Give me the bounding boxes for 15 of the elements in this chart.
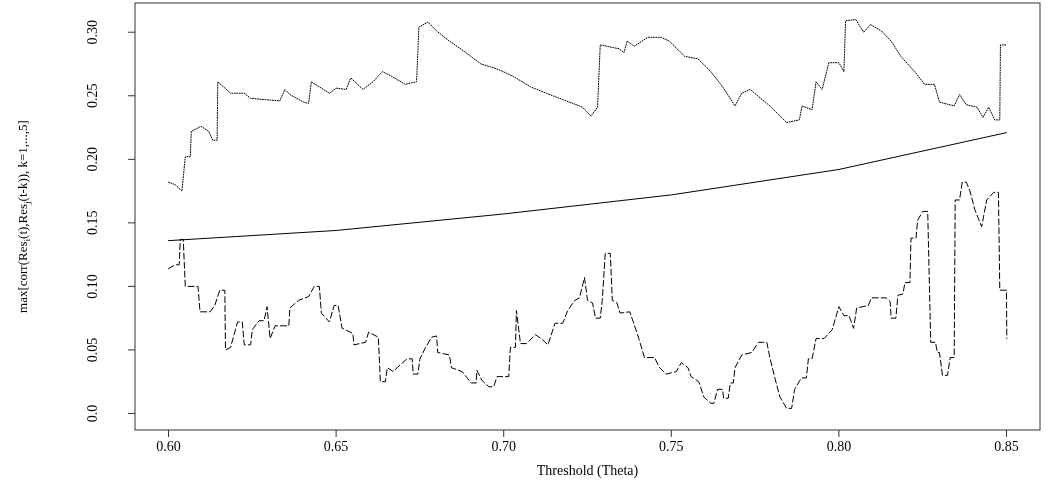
y-tick-label: 0.15 [84,210,100,236]
x-tick-label: 0.60 [156,439,181,454]
line-series [168,19,1007,192]
y-tick-label: 0.0 [84,404,100,423]
x-tick-label: 0.65 [323,439,349,454]
y-tick-label: 0.20 [84,147,100,172]
y-tick-label: 0.25 [84,83,100,109]
y-tick-label: 0.10 [84,274,100,299]
x-tick-label: 0.80 [826,439,852,454]
y-tick-label: 0.05 [84,337,100,363]
x-tick-label: 0.70 [491,439,516,454]
x-axis-title: Threshold (Theta) [536,463,639,479]
x-tick-label: 0.75 [659,439,684,454]
y-tick-label: 0.30 [84,19,100,45]
x-tick-label: 0.85 [994,439,1019,454]
